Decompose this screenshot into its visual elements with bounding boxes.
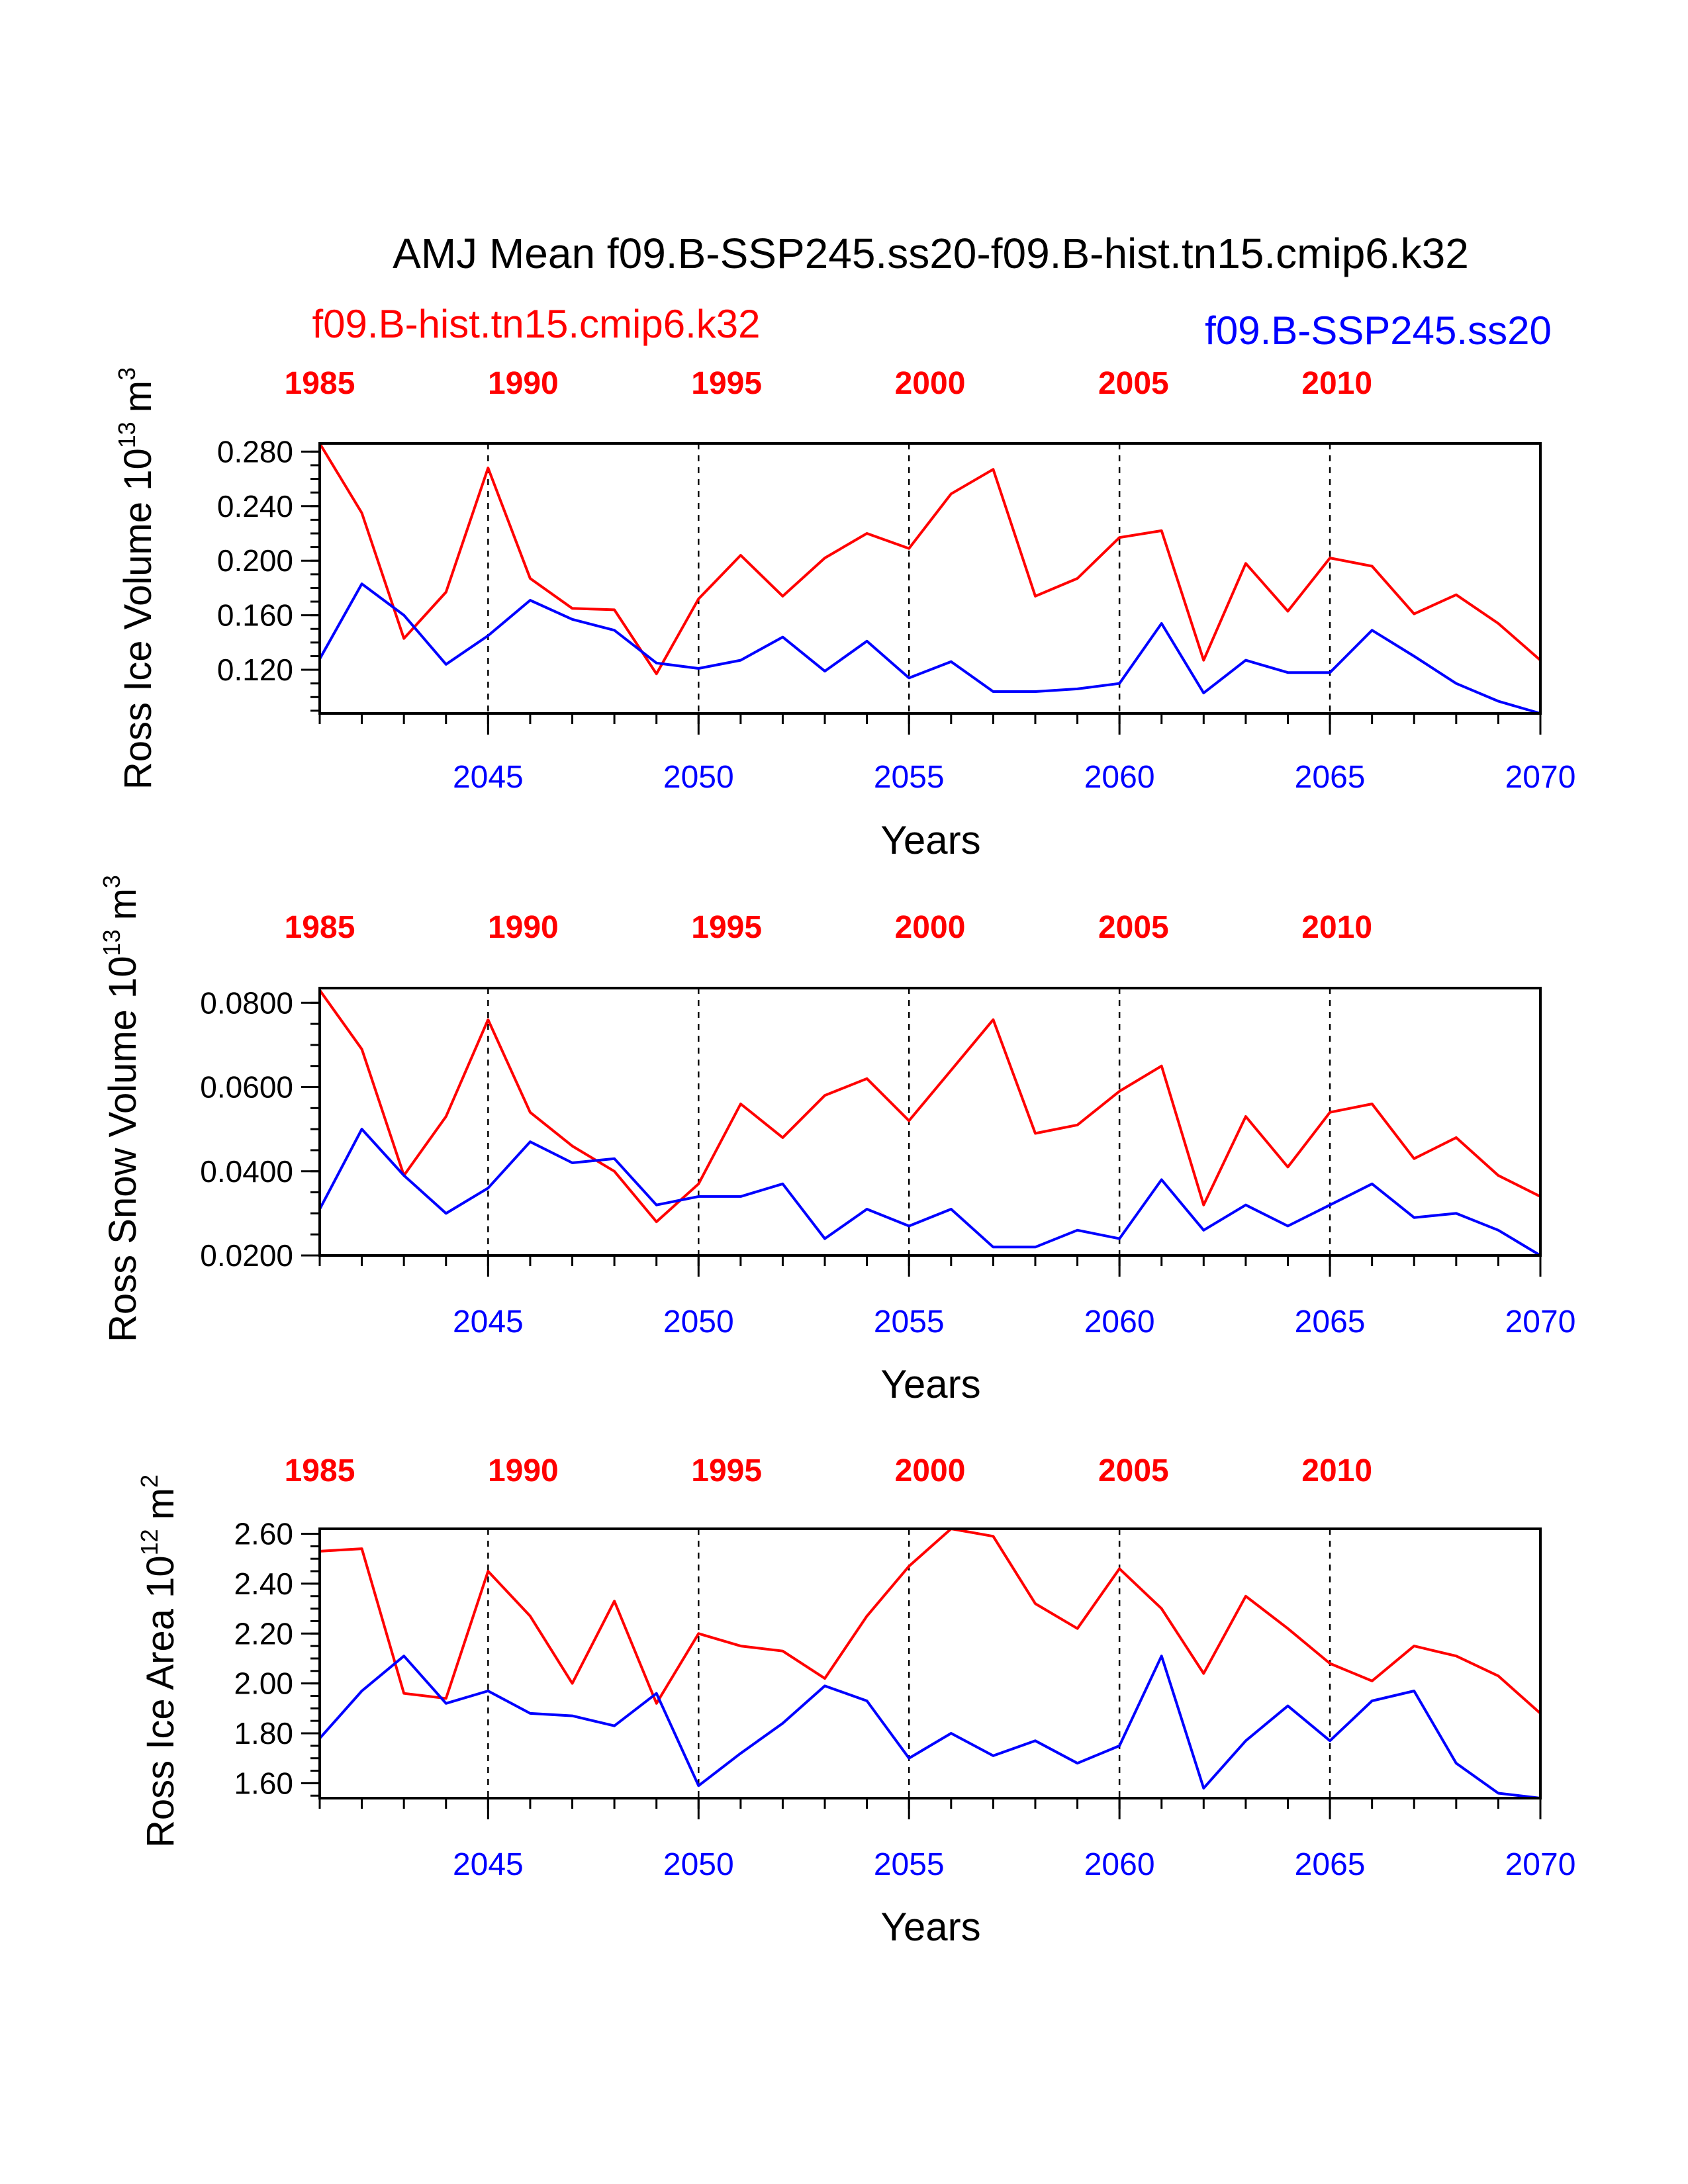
y-tick-label: 0.0800 (200, 985, 293, 1020)
panel-2: 2045 2050 2055 2060 2065 2070 1985 1990 1995 2000… (98, 875, 1575, 1406)
y-tick-label: 2.20 (234, 1616, 293, 1651)
y-axis-label-unit-exponent: 3 (98, 875, 125, 888)
y-tick-label: 2.40 (234, 1567, 293, 1601)
top-tick-label: 1985 (285, 910, 355, 945)
series-hist-line (319, 1527, 1542, 1715)
top-tick-label: 2010 (1301, 1453, 1372, 1488)
x-axis-label: Years (880, 818, 980, 862)
plot-frame (318, 442, 1542, 715)
bottom-tick-label: 2050 (663, 1304, 734, 1340)
y-tick-label: 0.200 (217, 543, 293, 578)
top-tick-label: 2005 (1098, 910, 1169, 945)
y-axis-label-unit: m (117, 381, 160, 412)
y-axis-label: Ross Snow Volume 1013 m3 (98, 875, 144, 1342)
bottom-tick-label: 2060 (1084, 1304, 1155, 1340)
y-tick-label: 2.00 (234, 1666, 293, 1701)
bottom-tick-label: 2070 (1505, 1847, 1576, 1882)
bottom-tick-label: 2045 (453, 1304, 524, 1340)
bottom-tick-label: 2045 (453, 1847, 524, 1882)
bottom-tick-label: 2055 (874, 1847, 945, 1882)
y-axis-label: Ross Ice Volume 1013 m3 (113, 367, 160, 790)
panel-3: 2045 2050 2055 2060 2065 2070 1985 1990 1995 2000… (136, 1453, 1575, 1949)
top-tick-label: 2010 (1301, 366, 1372, 401)
y-tick-label: 1.80 (234, 1716, 293, 1751)
bottom-tick-label: 2065 (1295, 760, 1366, 795)
y-tick-label: 0.120 (217, 653, 293, 687)
series-ssp-line (318, 1128, 1542, 1257)
top-tick-label: 1995 (691, 910, 762, 945)
top-tick-label: 1985 (285, 366, 355, 401)
panel-1: 2045 2050 2055 2060 2065 2070 1985 1990 1995 2000… (113, 366, 1575, 862)
top-tick-label: 2005 (1098, 1453, 1169, 1488)
top-tick-label: 2000 (895, 910, 966, 945)
y-axis-label-unit: m (101, 888, 144, 920)
y-tick-label: 0.0600 (200, 1070, 293, 1105)
bottom-tick-label: 2060 (1084, 760, 1155, 795)
series-ssp-line (318, 1655, 1541, 1799)
top-tick-label: 1990 (488, 910, 559, 945)
top-tick-label: 2000 (895, 1453, 966, 1488)
panels: 2045 2050 2055 2060 2065 2070 1985 1990 1995 2000… (98, 366, 1575, 1949)
y-tick-label: 0.0200 (200, 1238, 293, 1273)
y-axis-label-text: Ross Snow Volume 10 (101, 956, 144, 1342)
y-axis-label-text: Ross Ice Area 10 (139, 1555, 182, 1848)
bottom-tick-label: 2055 (874, 760, 945, 795)
top-tick-label: 2005 (1098, 366, 1169, 401)
top-tick-label: 2000 (895, 366, 966, 401)
y-axis-label-unit-exponent: 2 (136, 1475, 163, 1488)
top-tick-label: 1985 (285, 1453, 355, 1488)
y-tick-label: 0.0400 (200, 1154, 293, 1189)
bottom-tick-label: 2055 (874, 1304, 945, 1340)
y-tick-label: 0.240 (217, 489, 293, 523)
top-tick-label: 1990 (488, 366, 559, 401)
y-axis-label: Ross Ice Area 1012 m2 (136, 1475, 182, 1848)
top-tick-label: 1995 (691, 366, 762, 401)
bottom-tick-label: 2070 (1505, 760, 1576, 795)
y-axis-label-unit-exponent: 3 (113, 367, 140, 381)
series-hist-line (318, 989, 1541, 1224)
bottom-tick-label: 2065 (1295, 1847, 1366, 1882)
plot-frame (318, 987, 1542, 1257)
x-axis-label: Years (880, 1362, 980, 1406)
bottom-tick-label: 2070 (1505, 1304, 1576, 1340)
y-axis-label-exponent: 13 (113, 422, 140, 448)
top-tick-label: 1990 (488, 1453, 559, 1488)
bottom-tick-label: 2065 (1295, 1304, 1366, 1340)
series-hist-line (318, 442, 1542, 676)
x-axis-label: Years (880, 1905, 980, 1949)
y-tick-label: 0.280 (217, 434, 293, 469)
series-ssp-line (318, 582, 1541, 715)
y-tick-label: 0.160 (217, 598, 293, 633)
top-tick-label: 2010 (1301, 910, 1372, 945)
y-axis-label-exponent: 13 (98, 929, 125, 956)
y-tick-label: 1.60 (234, 1766, 293, 1800)
top-tick-label: 1995 (691, 1453, 762, 1488)
bottom-tick-label: 2050 (663, 1847, 734, 1882)
legend-ssp-label: f09.B-SSP245.ss20 (1205, 308, 1552, 353)
chart-title: AMJ Mean f09.B-SSP245.ss20-f09.B-hist.tn… (393, 230, 1469, 277)
bottom-tick-label: 2045 (453, 760, 524, 795)
y-axis-label-unit: m (139, 1488, 182, 1520)
y-axis-label-exponent: 12 (136, 1529, 163, 1555)
y-tick-label: 2.60 (234, 1517, 293, 1551)
legend-hist-label: f09.B-hist.tn15.cmip6.k32 (312, 302, 760, 346)
y-axis-label-text: Ross Ice Volume 10 (117, 448, 160, 790)
bottom-tick-label: 2050 (663, 760, 734, 795)
plot-frame (318, 1527, 1542, 1799)
bottom-tick-label: 2060 (1084, 1847, 1155, 1882)
